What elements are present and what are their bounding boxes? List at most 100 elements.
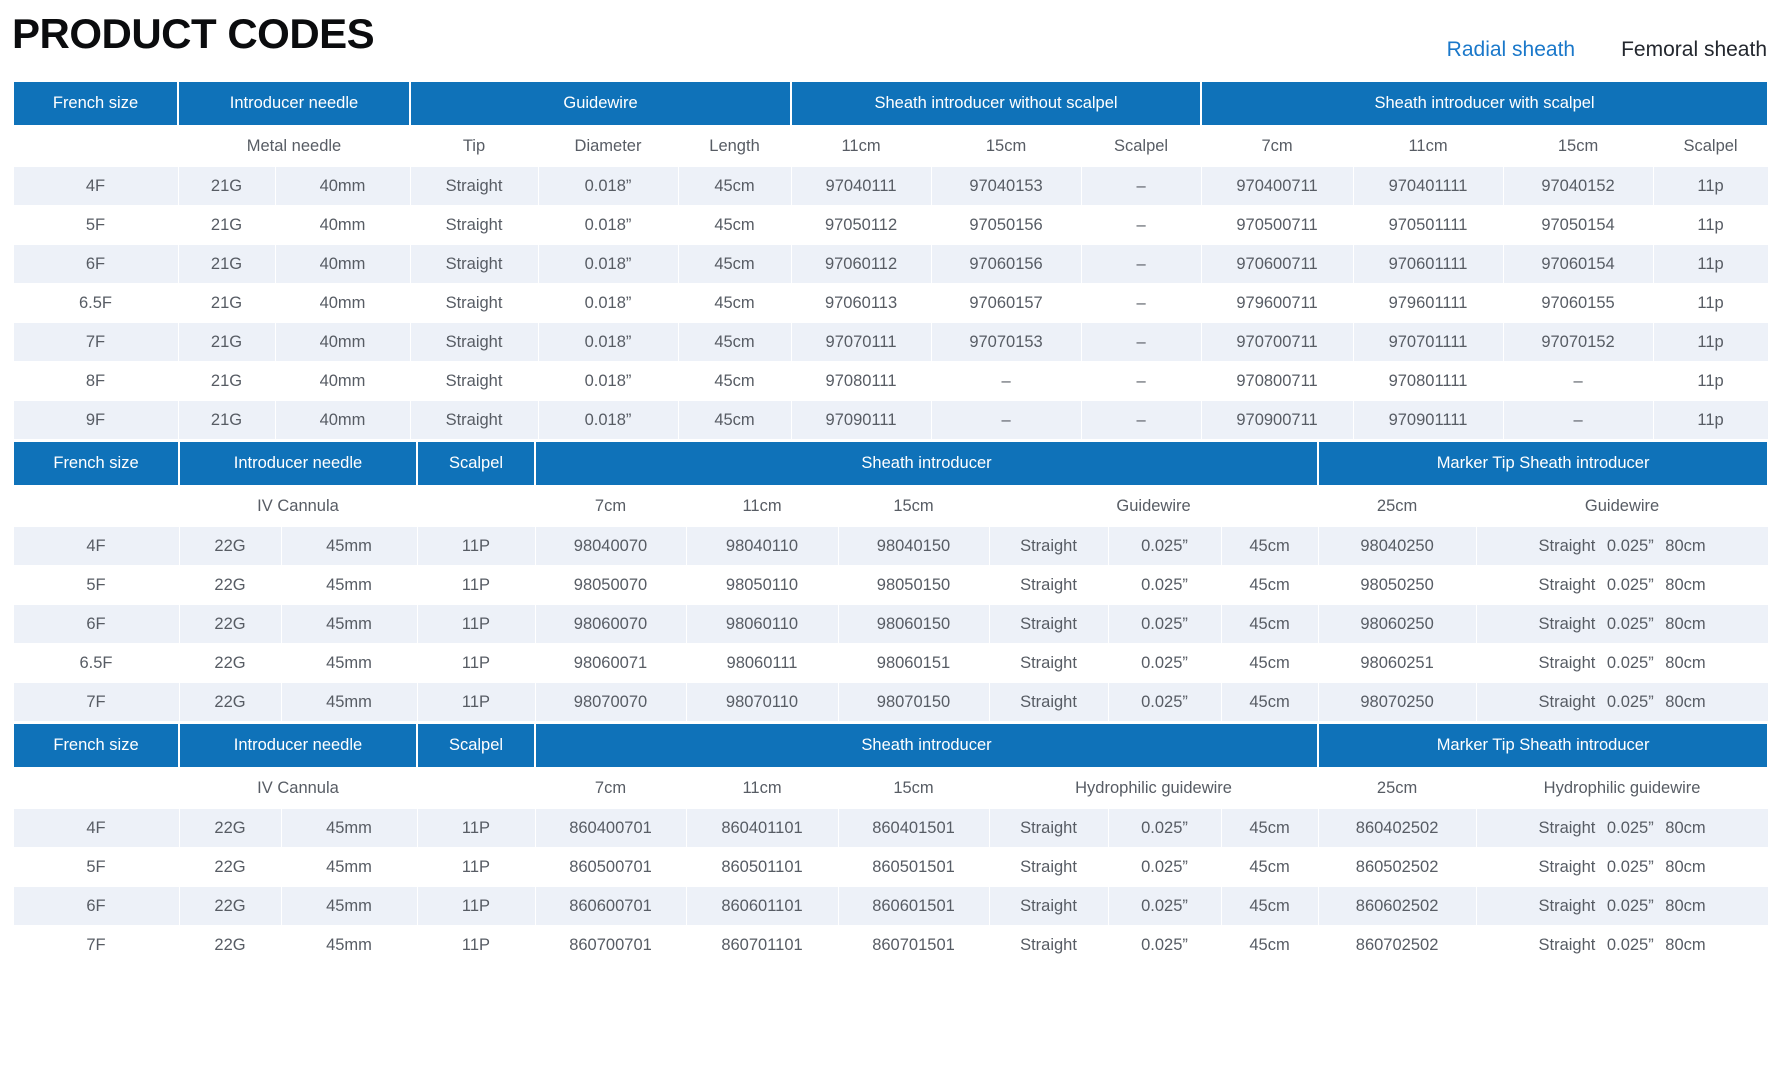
- tab-radial-sheath[interactable]: Radial sheath: [1446, 38, 1576, 61]
- table-cell: 0.025”: [1107, 526, 1222, 566]
- table-cell: –: [1080, 400, 1202, 440]
- table-cell: 21G: [177, 205, 276, 245]
- table-cell: 7F: [12, 322, 179, 362]
- table-cell: 22G: [178, 847, 282, 887]
- table-cell: 98040150: [837, 526, 990, 566]
- table-cell: 40mm: [274, 400, 411, 440]
- column-subheader: 11cm: [685, 485, 839, 527]
- column-group-header-row: French size Introducer needle Guidewire She…: [12, 80, 1770, 127]
- table-cell: 11p: [1652, 361, 1769, 401]
- tab-femoral-sheath[interactable]: Femoral sheath: [1621, 38, 1767, 61]
- column-subheader: 7cm: [534, 767, 687, 809]
- table-cell: 98060070: [534, 604, 687, 644]
- table-cell: Straight: [988, 808, 1109, 848]
- table-cell: 45mm: [280, 604, 418, 644]
- table-row: 5F 22G 45mm 11P 860500701 860501101 860501501 S…: [12, 847, 1769, 887]
- column-subheader: 11cm: [790, 125, 932, 167]
- column-subheader: Scalpel: [1652, 125, 1769, 167]
- column-subheader: IV Cannula: [178, 767, 418, 809]
- column-subheader: 7cm: [534, 485, 687, 527]
- table-cell: Straight 0.025” 80cm: [1475, 643, 1769, 683]
- table-cell: 45cm: [1220, 526, 1319, 566]
- table-cell: –: [1502, 361, 1654, 401]
- table-row: 9F 21G 40mm Straight 0.018” 45cm 97090111– –970…: [12, 400, 1769, 440]
- table-cell: 40mm: [274, 283, 411, 323]
- table-cell: –: [1080, 166, 1202, 206]
- table-cell: 970400711: [1200, 166, 1354, 206]
- table-cell: 860500701: [534, 847, 687, 887]
- table-cell: 97060113: [790, 283, 932, 323]
- table-cell: –: [930, 361, 1082, 401]
- table-cell: 45mm: [280, 565, 418, 605]
- table-row: 4F 21G 40mm Straight 0.018” 45cm 97040111 97040…: [12, 166, 1769, 206]
- table-cell: 860501501: [837, 847, 990, 887]
- table-cell: 860602502: [1317, 886, 1477, 926]
- table-cell: 11p: [1652, 322, 1769, 362]
- table-cell: 860501101: [685, 847, 839, 887]
- column-subheader: IV Cannula: [178, 485, 418, 527]
- table-cell: 98060150: [837, 604, 990, 644]
- column-group-header: Marker Tip Sheath introducer: [1317, 440, 1770, 487]
- table-cell: 45mm: [280, 847, 418, 887]
- table-cell: 98060250: [1317, 604, 1477, 644]
- table-cell: 97060112: [790, 244, 932, 284]
- table-cell: 7F: [12, 925, 180, 965]
- table-cell: 45cm: [677, 166, 792, 206]
- table-cell: Straight: [409, 244, 539, 284]
- table-cell: 7F: [12, 682, 180, 722]
- table-cell: 5F: [12, 205, 179, 245]
- column-group-header: Scalpel: [416, 440, 536, 487]
- column-subheader: 11cm: [685, 767, 839, 809]
- table-cell: 45mm: [280, 925, 418, 965]
- column-group-header: Introducer needle: [177, 80, 411, 127]
- table-cell: 45mm: [280, 886, 418, 926]
- column-subheader: [12, 125, 179, 167]
- table-cell: 860600701: [534, 886, 687, 926]
- table-cell: 6.5F: [12, 283, 179, 323]
- column-group-header: French size: [12, 722, 180, 769]
- table-cell: 98050250: [1317, 565, 1477, 605]
- table-cell: 11P: [416, 847, 536, 887]
- table-cell: 45mm: [280, 526, 418, 566]
- table-cell: 97050156: [930, 205, 1082, 245]
- table-cell: 98070250: [1317, 682, 1477, 722]
- table-cell: 98060071: [534, 643, 687, 683]
- table-cell: 98040070: [534, 526, 687, 566]
- table-cell: 860402502: [1317, 808, 1477, 848]
- table-cell: 98060110: [685, 604, 839, 644]
- table-cell: 22G: [178, 643, 282, 683]
- table-cell: 6F: [12, 604, 180, 644]
- column-subheader: [12, 767, 180, 809]
- table-cell: 98040250: [1317, 526, 1477, 566]
- table-cell: Straight 0.025” 80cm: [1475, 682, 1769, 722]
- table-cell: 40mm: [274, 322, 411, 362]
- table-cell: 45cm: [1220, 925, 1319, 965]
- column-group-header: Sheath introducer with scalpel: [1200, 80, 1770, 127]
- table-cell: 45cm: [1220, 565, 1319, 605]
- column-group-header: French size: [12, 440, 180, 487]
- table-cell: 97090111: [790, 400, 932, 440]
- table-cell: 970901111: [1352, 400, 1504, 440]
- table-cell: 11p: [1652, 166, 1769, 206]
- table-cell: 11P: [416, 682, 536, 722]
- table-cell: 45mm: [280, 808, 418, 848]
- table-cell: 98070150: [837, 682, 990, 722]
- table-cell: Straight: [409, 322, 539, 362]
- table-cell: 98050070: [534, 565, 687, 605]
- table-cell: 45cm: [677, 283, 792, 323]
- table-cell: 970701111: [1352, 322, 1504, 362]
- table-cell: 45cm: [1220, 808, 1319, 848]
- table-cell: 22G: [178, 886, 282, 926]
- table-cell: 21G: [177, 322, 276, 362]
- table-row: 6F 22G 45mm 11P 98060070 98060110 98060150 Stra…: [12, 604, 1769, 644]
- table-cell: 6.5F: [12, 643, 180, 683]
- table-row: 8F 21G 40mm Straight 0.018” 45cm 97080111– –970…: [12, 361, 1769, 401]
- column-subheader-row: IV Cannula 7cm 11cm 15cm Hydrophilic guidewi…: [12, 767, 1769, 809]
- table-cell: 21G: [177, 400, 276, 440]
- table-cell: 970500711: [1200, 205, 1354, 245]
- table-row: 5F 22G 45mm 11P 98050070 98050110 98050150 Stra…: [12, 565, 1769, 605]
- column-group-header: Sheath introducer: [533, 440, 1320, 487]
- table-cell: –: [1080, 244, 1202, 284]
- table-cell: 98040110: [685, 526, 839, 566]
- column-subheader: Tip: [409, 125, 539, 167]
